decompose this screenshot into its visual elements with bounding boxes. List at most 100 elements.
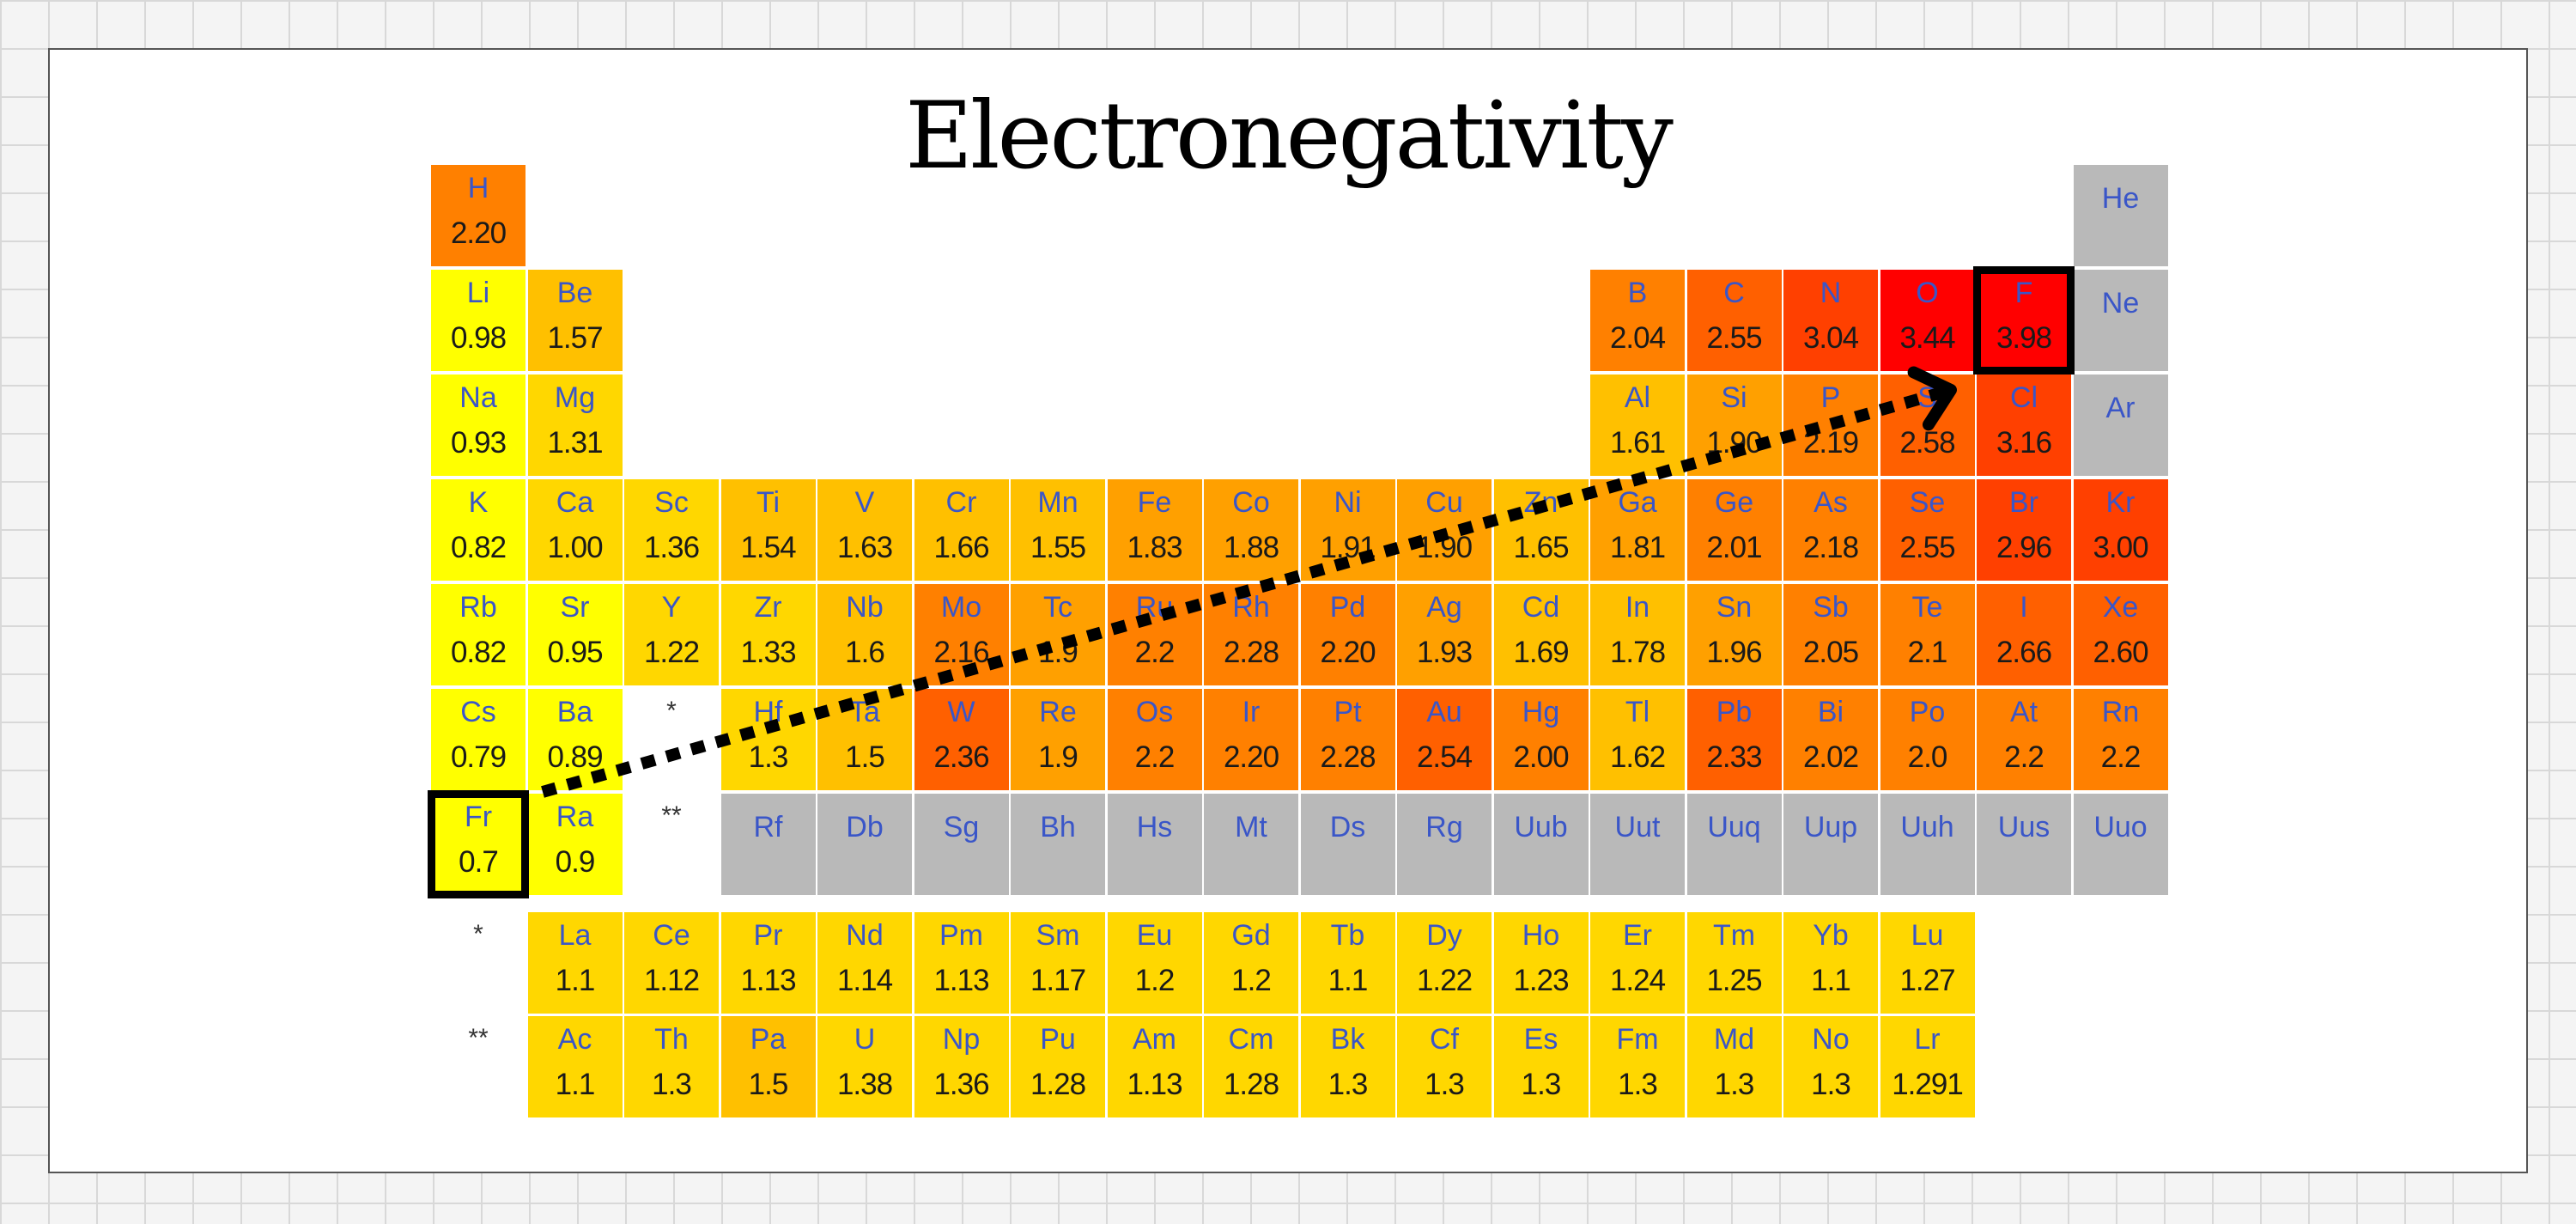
element-symbol: Pu <box>1040 1023 1076 1056</box>
electronegativity-value: 1.28 <box>1223 1068 1279 1101</box>
element-cell-nb: Nb 1.6 <box>817 584 912 685</box>
element-cell-y: Y 1.22 <box>624 584 719 685</box>
element-symbol: Ds <box>1329 811 1366 843</box>
element-cell-pb: Pb 2.33 <box>1686 689 1782 790</box>
element-cell-pt: Pt 2.28 <box>1300 689 1395 790</box>
element-symbol: Mn <box>1037 486 1078 519</box>
element-symbol: Zn <box>1523 486 1558 519</box>
electronegativity-value: 2.28 <box>1320 740 1376 774</box>
electronegativity-value: 2.0 <box>1907 740 1948 774</box>
element-symbol: La <box>558 919 592 952</box>
electronegativity-value: 2.20 <box>1223 740 1279 774</box>
electronegativity-value: 1.2 <box>1134 964 1176 997</box>
element-symbol: Tb <box>1330 919 1365 952</box>
lanthanide-marker-row: * <box>473 920 483 948</box>
electronegativity-value: 2.00 <box>1513 740 1569 774</box>
electronegativity-value: 1.3 <box>1618 1068 1658 1101</box>
element-cell-pa: Pa 1.5 <box>720 1016 816 1117</box>
electronegativity-value: 1.81 <box>1609 531 1666 564</box>
element-symbol: Md <box>1713 1023 1755 1056</box>
electronegativity-value: 1.90 <box>1706 426 1762 460</box>
element-cell-th: Th 1.3 <box>624 1016 719 1117</box>
element-symbol: Sg <box>943 811 980 843</box>
element-symbol: Au <box>1426 696 1462 728</box>
element-symbol: Mt <box>1235 811 1267 843</box>
electronegativity-value: 1.28 <box>1030 1068 1086 1101</box>
element-symbol: Re <box>1039 696 1077 728</box>
element-cell-rb: Rb 0.82 <box>431 584 526 685</box>
element-symbol: As <box>1814 486 1848 519</box>
element-cell-s: S 2.58 <box>1880 375 1975 476</box>
element-symbol: Os <box>1135 696 1174 728</box>
lanthanide-marker-table: * <box>666 697 677 725</box>
electronegativity-value: 0.98 <box>450 321 507 355</box>
element-cell-zr: Zr 1.33 <box>720 584 816 685</box>
element-symbol: Bh <box>1040 811 1076 843</box>
element-cell-he: He <box>2073 165 2168 266</box>
element-symbol: Hs <box>1136 811 1173 843</box>
element-symbol: In <box>1625 591 1650 624</box>
element-cell-rn: Rn 2.2 <box>2073 689 2168 790</box>
electronegativity-value: 0.79 <box>450 740 507 774</box>
element-symbol: V <box>854 486 875 519</box>
element-cell-po: Po 2.0 <box>1880 689 1975 790</box>
element-symbol: B <box>1627 277 1648 309</box>
element-symbol: Cr <box>945 486 977 519</box>
electronegativity-value: 1.3 <box>1521 1068 1562 1101</box>
electronegativity-value: 2.33 <box>1706 740 1762 774</box>
electronegativity-value: 2.96 <box>1996 531 2052 564</box>
element-symbol: Ga <box>1618 486 1657 519</box>
element-cell-bi: Bi 2.02 <box>1783 689 1878 790</box>
electronegativity-value: 1.36 <box>933 1068 989 1101</box>
electronegativity-value: 2.36 <box>933 740 989 774</box>
element-cell-hf: Hf 1.3 <box>720 689 816 790</box>
element-symbol: Zr <box>754 591 782 624</box>
element-symbol: Rf <box>753 811 783 843</box>
element-cell-ca: Ca 1.00 <box>527 479 623 581</box>
electronegativity-value: 1.54 <box>740 531 796 564</box>
electronegativity-value: 2.1 <box>1907 636 1948 669</box>
element-cell-ga: Ga 1.81 <box>1590 479 1685 581</box>
electronegativity-value: 1.96 <box>1706 636 1762 669</box>
electronegativity-value: 1.83 <box>1127 531 1182 564</box>
element-cell-pu: Pu 1.28 <box>1011 1016 1105 1117</box>
element-symbol: Ac <box>557 1023 592 1056</box>
electronegativity-value: 1.27 <box>1899 964 1955 997</box>
element-symbol: Ta <box>849 696 880 728</box>
element-cell-sm: Sm 1.17 <box>1011 912 1105 1014</box>
element-cell-sn: Sn 1.96 <box>1686 584 1782 685</box>
element-symbol: Pt <box>1334 696 1362 728</box>
element-cell-nd: Nd 1.14 <box>817 912 912 1014</box>
electronegativity-value: 1.3 <box>1714 1068 1755 1101</box>
electronegativity-value: 1.66 <box>933 531 989 564</box>
element-symbol: Nb <box>846 591 884 624</box>
element-cell-ne: Ne <box>2073 270 2168 371</box>
element-cell-na: Na 0.93 <box>431 375 526 476</box>
electronegativity-value: 1.17 <box>1030 964 1086 997</box>
element-cell-cm: Cm 1.28 <box>1204 1016 1298 1117</box>
electronegativity-value: 1.2 <box>1231 964 1272 997</box>
element-symbol: Rb <box>459 591 497 624</box>
element-symbol: Yb <box>1813 919 1849 952</box>
element-symbol: W <box>947 696 975 728</box>
electronegativity-value: 0.82 <box>450 636 507 669</box>
element-symbol: Bk <box>1330 1023 1365 1056</box>
element-symbol: C <box>1723 277 1745 309</box>
element-cell-au: Au 2.54 <box>1397 689 1492 790</box>
electronegativity-value: 1.3 <box>1425 1068 1465 1101</box>
element-cell-o: O 3.44 <box>1880 270 1975 371</box>
element-cell-sg: Sg <box>914 794 1009 895</box>
actinide-marker-table: ** <box>661 801 682 830</box>
element-symbol: Db <box>846 811 884 843</box>
element-symbol: Na <box>459 381 497 414</box>
element-cell-eu: Eu 1.2 <box>1107 912 1202 1014</box>
element-symbol: Fm <box>1616 1023 1659 1056</box>
element-cell-pm: Pm 1.13 <box>914 912 1009 1014</box>
element-cell-es: Es 1.3 <box>1493 1016 1589 1117</box>
element-symbol: Er <box>1623 919 1652 952</box>
element-cell-ti: Ti 1.54 <box>720 479 816 581</box>
electronegativity-value: 2.66 <box>1996 636 2052 669</box>
element-cell-li: Li 0.98 <box>431 270 526 371</box>
element-cell-ta: Ta 1.5 <box>817 689 912 790</box>
element-symbol: Pr <box>753 919 783 952</box>
